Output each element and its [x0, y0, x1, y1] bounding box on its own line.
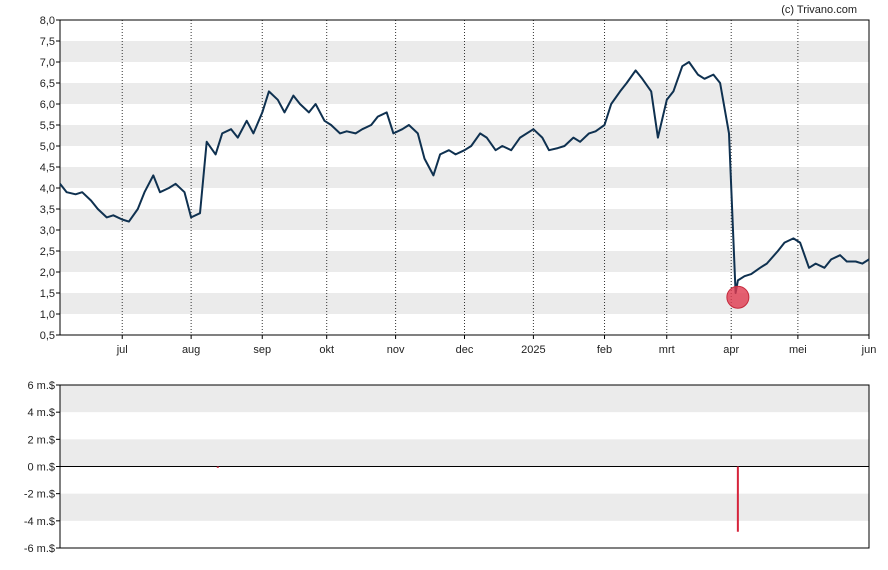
x-tick-label: 2025	[521, 344, 545, 356]
y-tick-label: 1,5	[40, 288, 55, 300]
x-tick-label: jul	[116, 344, 128, 356]
y-tick-label: 1,0	[40, 309, 55, 321]
y-tick-label: -2 m.$	[24, 489, 55, 501]
x-tick-label: aug	[182, 344, 200, 356]
y-tick-label: 4,5	[40, 162, 55, 174]
x-tick-label: feb	[597, 344, 612, 356]
y-tick-label: -4 m.$	[24, 516, 55, 528]
y-tick-label: 0,5	[40, 330, 55, 342]
y-tick-label: 2,0	[40, 267, 55, 279]
x-tick-label: apr	[723, 344, 739, 356]
y-tick-label: 6,0	[40, 99, 55, 111]
x-tick-label: dec	[456, 344, 474, 356]
x-tick-label: jun	[861, 344, 877, 356]
price-line	[59, 61, 870, 294]
x-tick-label: mrt	[659, 344, 675, 356]
y-tick-label: 6 m.$	[27, 380, 55, 392]
y-tick-label: 4,0	[40, 183, 55, 195]
event-marker	[726, 285, 750, 309]
price-plot-frame	[59, 19, 870, 336]
price-panel: jul aug sep okt nov dec 2025 feb mrt apr mei jun 0,5…	[40, 15, 877, 356]
y-tick-label: 7,0	[40, 57, 55, 69]
y-tick-label: 4 m.$	[27, 407, 55, 419]
y-tick-label: 6,5	[40, 78, 55, 90]
x-tick-label: mei	[789, 344, 807, 356]
y-tick-label: 3,5	[40, 204, 55, 216]
x-tick-label: okt	[319, 344, 334, 356]
y-tick-label: -6 m.$	[24, 543, 55, 555]
grid-band	[60, 493, 869, 521]
y-tick-label: 2 m.$	[27, 434, 55, 446]
y-tick-label: 7,5	[40, 36, 55, 48]
grid-band	[60, 385, 869, 413]
y-tick-label: 2,5	[40, 246, 55, 258]
volume-plot-frame	[59, 384, 870, 549]
grid-band	[60, 439, 869, 467]
y-tick-label: 5,5	[40, 120, 55, 132]
y-tick-label: 3,0	[40, 225, 55, 237]
x-tick-label: sep	[253, 344, 271, 356]
x-tick-label: nov	[387, 344, 405, 356]
y-tick-label: 0 m.$	[27, 462, 55, 474]
y-tick-label: 8,0	[40, 15, 55, 27]
y-tick-label: 5,0	[40, 141, 55, 153]
volume-panel: 6 m.$ 4 m.$ 2 m.$ 0 m.$ -2 m.$ -4 m.$ -6 m.$	[24, 380, 870, 555]
credit-label: (c) Trivano.com	[781, 4, 857, 16]
